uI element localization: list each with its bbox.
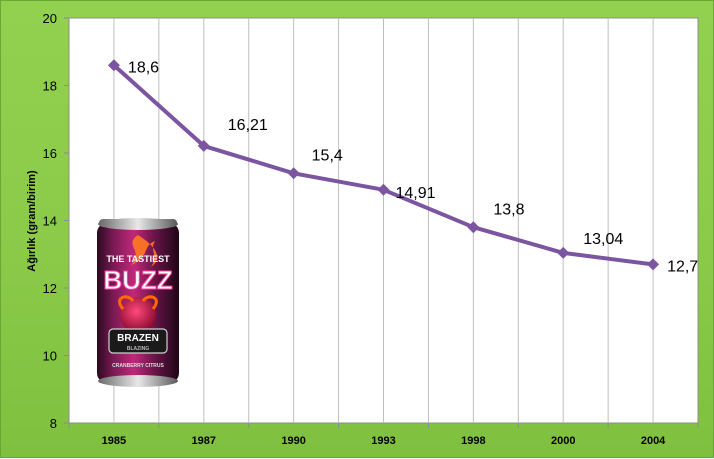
y-tick-label: 18 [43,79,57,94]
y-tick-label: 12 [43,281,57,296]
y-tick-label: 16 [43,146,57,161]
energy-drink-can-image: THE TASTIEST BUZZ BRAZEN BLAZING CRANBER… [97,218,179,387]
data-label: 13,04 [583,231,623,248]
y-tick-label: 20 [43,11,57,26]
x-axis-ticks: 1985 1987 1990 1993 1998 2000 2004 [68,423,699,447]
y-axis-label: Ağırlık (gram/birim) [26,170,38,272]
x-tick-label: 1987 [192,435,216,447]
data-point-marker [377,183,390,196]
can-text-blazing: BLAZING [127,346,149,352]
x-tick-label: 1998 [461,435,485,447]
x-tick-label: 1990 [281,435,305,447]
data-point-marker [467,221,480,234]
x-tick-label: 1993 [371,435,395,447]
data-point-marker [557,246,570,259]
data-label: 16,21 [228,117,268,134]
data-label: 13,8 [493,201,524,218]
x-tick-label: 1985 [102,435,126,447]
x-tick-label: 2004 [641,435,666,447]
data-label: 15,4 [312,147,343,164]
can-text-buzz: BUZZ [103,265,172,295]
y-tick-label: 8 [50,416,57,431]
data-point-marker [647,258,660,271]
data-label: 12,7 [667,258,698,275]
data-point-marker [107,59,120,72]
data-point-marker [197,139,210,152]
data-point-marker [287,167,300,180]
data-label: 14,91 [396,185,436,202]
can-text-tastiest: THE TASTIEST [106,254,170,264]
x-tick-label: 2000 [551,435,575,447]
y-axis-ticks: 8 10 12 14 16 18 20 [43,11,69,431]
can-text-flavor: CRANBERRY CITRUS [112,363,164,369]
y-tick-label: 10 [43,349,57,364]
can-text-brazen: BRAZEN [117,333,159,344]
series-line-group: 18,6 16,21 15,4 14,91 13,8 13,04 12,7 [107,59,698,275]
data-label: 18,6 [128,59,159,76]
y-tick-label: 14 [43,214,57,229]
